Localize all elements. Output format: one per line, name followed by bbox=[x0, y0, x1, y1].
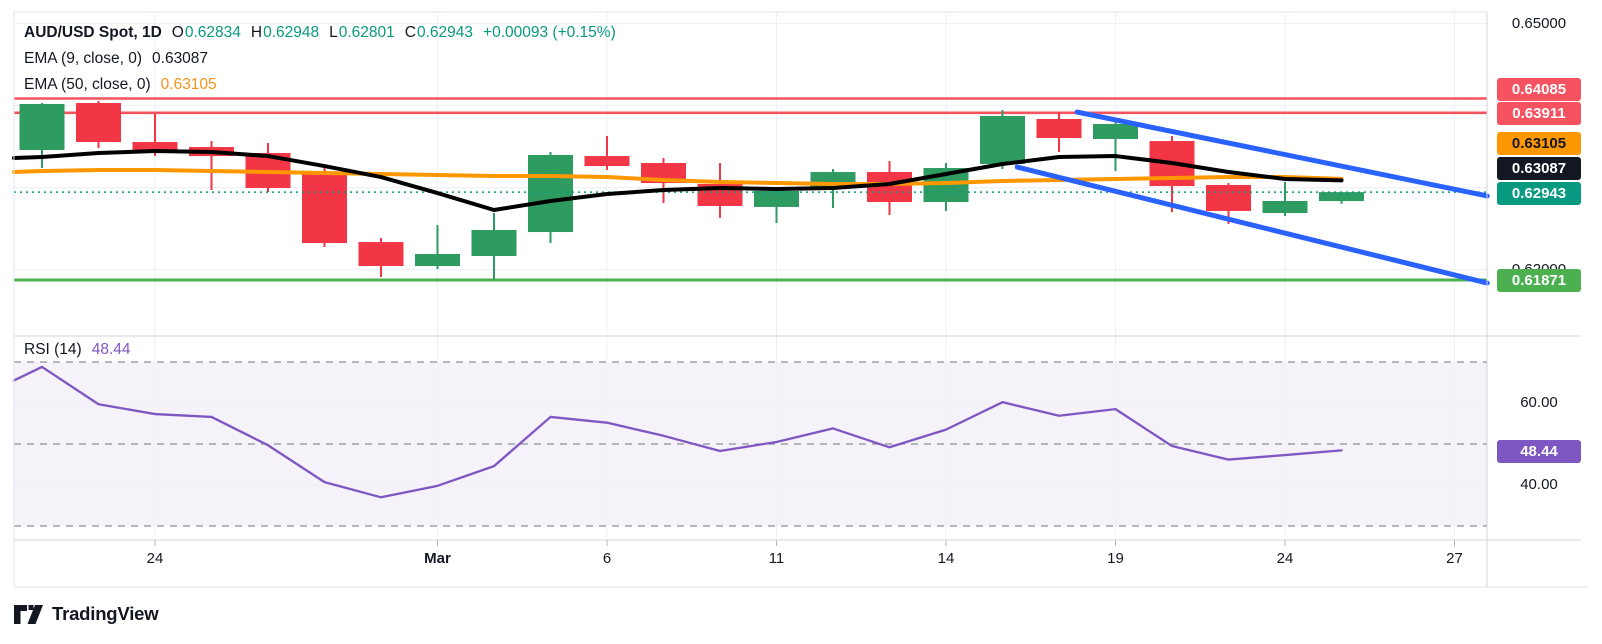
price-label-badge: 48.44 bbox=[1497, 439, 1581, 463]
open-value: 0.62834 bbox=[184, 24, 241, 41]
low-value: 0.62801 bbox=[338, 24, 395, 41]
price-axis[interactable]: 0.650000.6200060.0040.000.640850.639110.… bbox=[1489, 0, 1601, 587]
candle-body bbox=[528, 154, 573, 233]
price-label-badge: 0.64085 bbox=[1497, 77, 1581, 101]
ema50-legend-row[interactable]: EMA (50, close, 0) 0.63105 bbox=[24, 72, 616, 98]
candle-body bbox=[1093, 123, 1138, 139]
rsi-line[interactable] bbox=[12, 365, 1343, 499]
ema50-label: EMA (50, close, 0) bbox=[24, 76, 151, 93]
candle-body bbox=[358, 242, 404, 266]
time-label: 11 bbox=[768, 550, 785, 567]
time-label: 6 bbox=[602, 550, 612, 567]
time-label: 24 bbox=[146, 550, 164, 567]
rsi-legend-row[interactable]: RSI (14) 48.44 bbox=[24, 337, 131, 363]
time-axis[interactable]: 24 Mar 6 11 14 19 24 27 bbox=[0, 540, 1487, 587]
candle-body bbox=[1036, 118, 1082, 139]
time-label: 24 bbox=[1276, 550, 1294, 567]
tradingview-logo-icon bbox=[14, 604, 43, 624]
candle-body bbox=[302, 172, 347, 244]
trendline-upper[interactable] bbox=[1074, 109, 1490, 199]
ema9-label: EMA (9, close, 0) bbox=[24, 50, 143, 67]
candle-body bbox=[754, 190, 799, 207]
ema9-legend-row[interactable]: EMA (9, close, 0) 0.63087 bbox=[24, 46, 616, 72]
close-prefix: C bbox=[404, 24, 416, 41]
tradingview-logo-text: TradingView bbox=[52, 603, 159, 624]
high-group: H 0.62948 bbox=[251, 24, 319, 42]
candle-body bbox=[132, 142, 178, 153]
legend: AUD/USD Spot, 1D O 0.62834 H 0.62948 L 0.62… bbox=[24, 20, 616, 98]
candles bbox=[19, 101, 1364, 281]
axis-label: 40.00 bbox=[1520, 476, 1558, 493]
ema9-value: 0.63087 bbox=[152, 50, 209, 67]
rsi-value: 48.44 bbox=[91, 341, 131, 358]
symbol-legend-row[interactable]: AUD/USD Spot, 1D O 0.62834 H 0.62948 L 0.62… bbox=[24, 20, 616, 46]
candle-body bbox=[1206, 184, 1251, 211]
time-label: Mar bbox=[424, 550, 451, 567]
axis-label: 60.00 bbox=[1520, 394, 1558, 411]
open-group: O 0.62834 bbox=[172, 24, 241, 42]
candle-body bbox=[1319, 192, 1364, 202]
price-label-badge: 0.63087 bbox=[1497, 156, 1581, 180]
close-group: C 0.62943 bbox=[405, 24, 473, 42]
trendline-lower[interactable] bbox=[1014, 164, 1490, 286]
time-label: 27 bbox=[1446, 550, 1463, 567]
time-label: 19 bbox=[1107, 550, 1124, 567]
candle-body bbox=[19, 103, 65, 150]
change-value: +0.00093 (+0.15%) bbox=[483, 24, 616, 41]
high-prefix: H bbox=[250, 24, 263, 41]
ema50-line[interactable] bbox=[12, 167, 1344, 187]
candle-body bbox=[415, 254, 460, 266]
high-value: 0.62948 bbox=[263, 24, 320, 41]
rsi-label: RSI (14) bbox=[24, 341, 82, 358]
low-group: L 0.62801 bbox=[329, 24, 395, 42]
candle-body bbox=[584, 156, 630, 167]
symbol-title: AUD/USD Spot, 1D bbox=[24, 24, 162, 41]
candle-body bbox=[1262, 200, 1308, 214]
candle-body bbox=[980, 115, 1025, 165]
ema9-line[interactable] bbox=[12, 149, 1344, 212]
time-label: 14 bbox=[937, 550, 955, 567]
open-prefix: O bbox=[171, 24, 184, 41]
close-value: 0.62943 bbox=[416, 24, 474, 41]
axis-label: 0.65000 bbox=[1511, 15, 1567, 32]
candle-body bbox=[471, 229, 517, 256]
low-prefix: L bbox=[329, 24, 338, 41]
price-label-badge: 0.61871 bbox=[1497, 268, 1581, 292]
price-label-badge: 0.63105 bbox=[1497, 131, 1581, 155]
candle-body bbox=[76, 103, 121, 143]
ema50-value: 0.63105 bbox=[160, 76, 217, 93]
price-label-badge: 0.62943 bbox=[1497, 181, 1581, 205]
tradingview-watermark[interactable]: TradingView bbox=[14, 603, 159, 625]
price-label-badge: 0.63911 bbox=[1497, 101, 1581, 125]
